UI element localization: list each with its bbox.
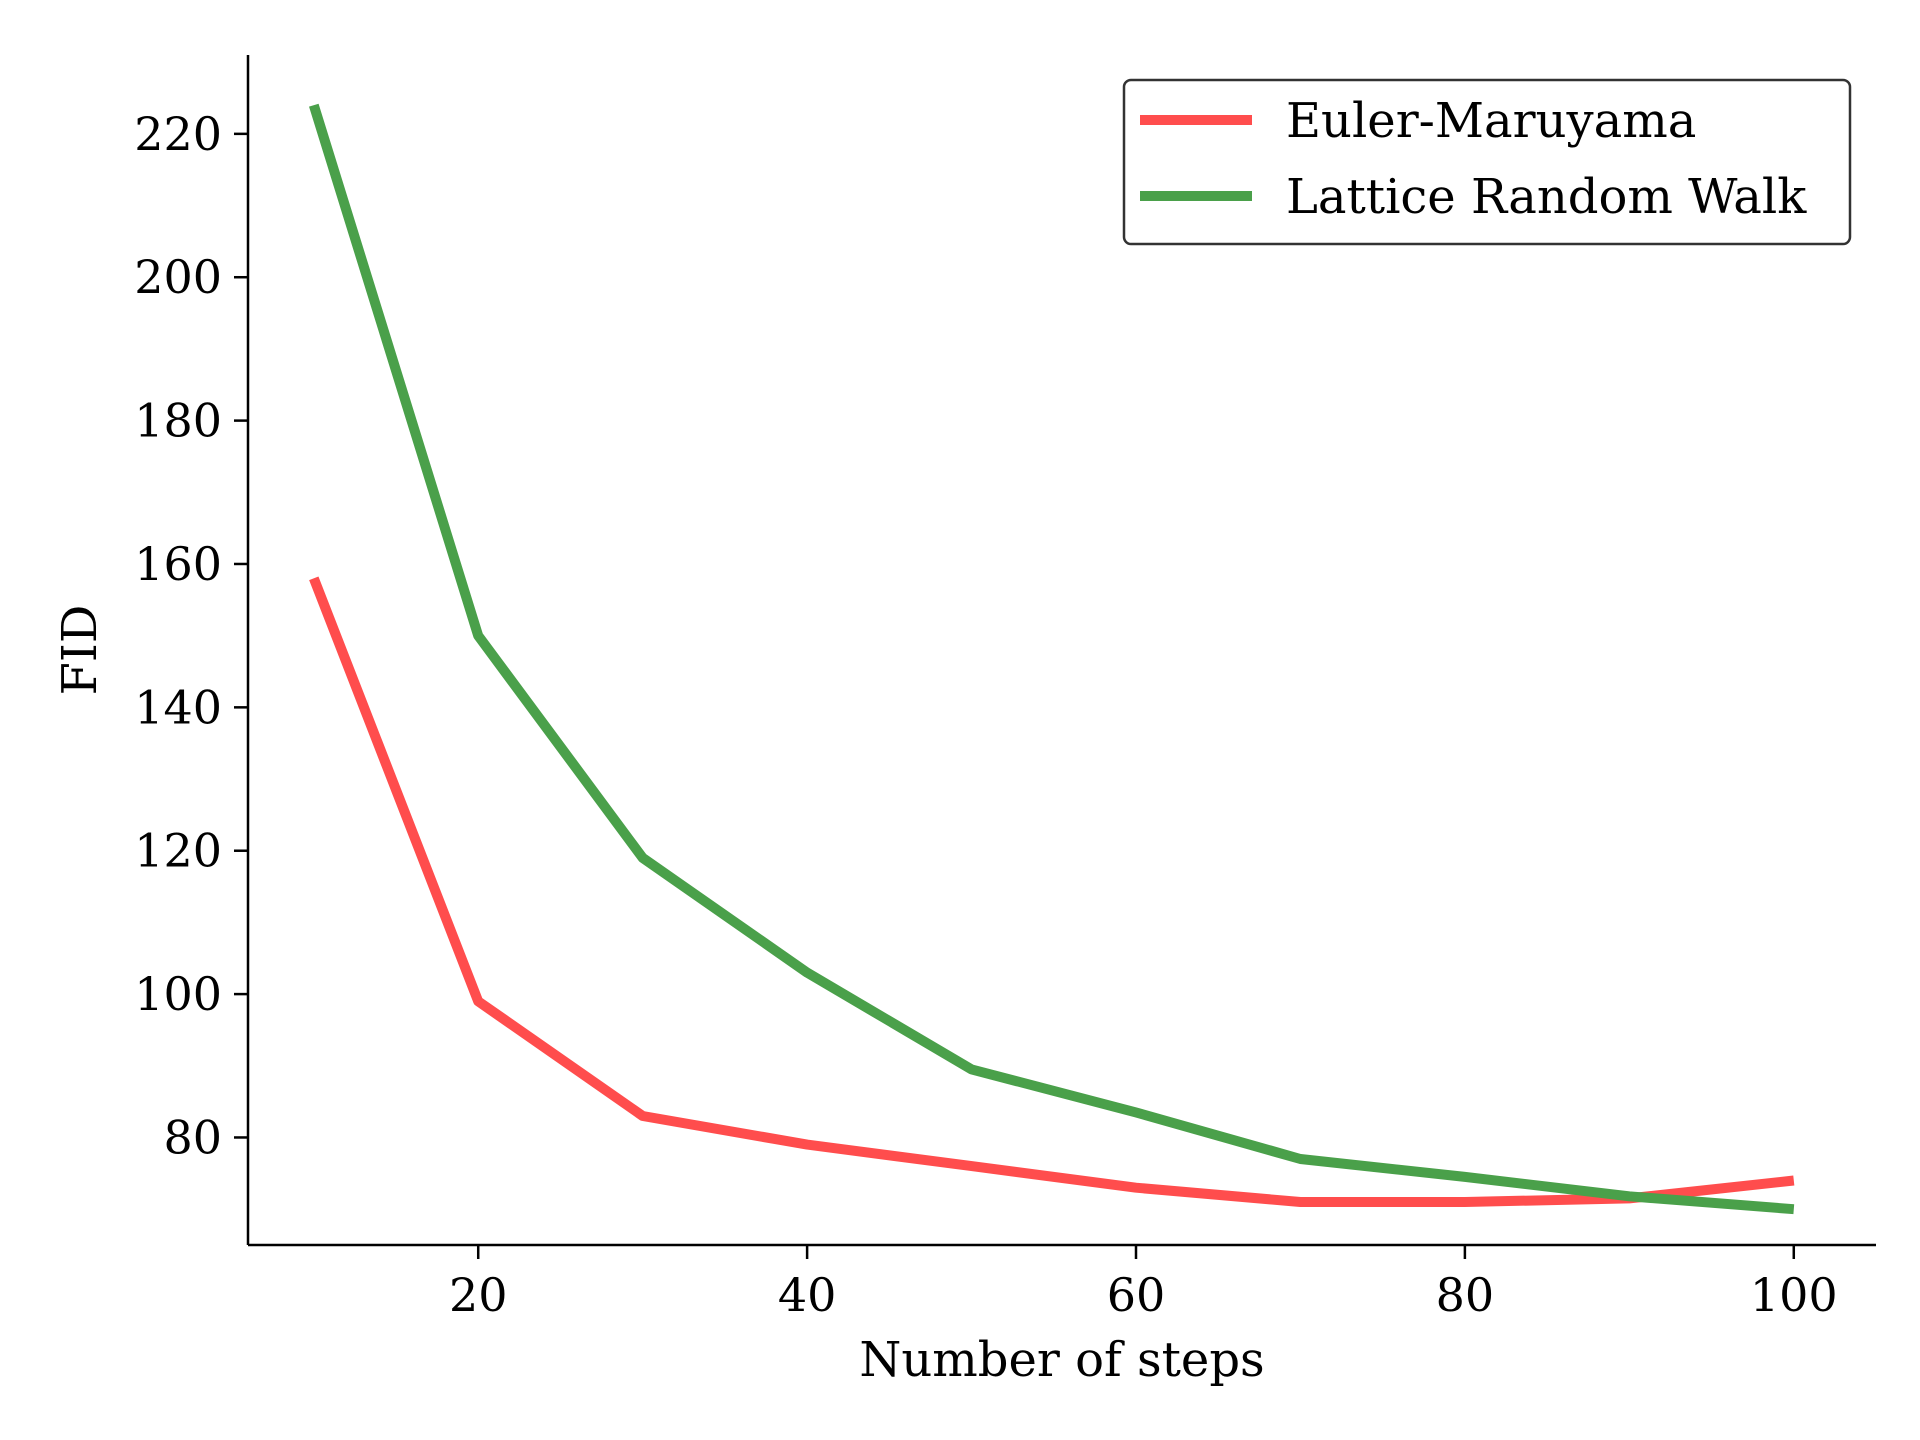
y-tick-label-100: 100 [134, 967, 222, 1021]
y-tick-label-140: 140 [134, 680, 222, 734]
x-tick-label-100: 100 [1750, 1268, 1838, 1322]
y-tick-label-160: 160 [134, 537, 222, 591]
series-line-lattice-random-walk [309, 103, 1795, 1215]
series-line-euler-maruyama [309, 576, 1795, 1207]
x-tick-label-20: 20 [449, 1268, 508, 1322]
y-tick-label-120: 120 [134, 824, 222, 878]
x-tick-label-60: 60 [1107, 1268, 1166, 1322]
plot-lines [309, 103, 1795, 1215]
axes [246, 55, 1876, 1247]
x-tick-label-80: 80 [1436, 1268, 1495, 1322]
y-axis-label: FID [52, 605, 108, 696]
y-tick-label-180: 180 [134, 394, 222, 448]
y-ticks: 80 100 120 140 160 180 200 220 [134, 107, 248, 1164]
x-axis-label: Number of steps [859, 1332, 1264, 1388]
legend-box [1122, 78, 1852, 246]
x-tick-label-40: 40 [778, 1268, 837, 1322]
y-tick-label-80: 80 [163, 1110, 222, 1164]
y-tick-label-200: 200 [134, 250, 222, 304]
legend-label-lattice-random-walk: Lattice Random Walk [1286, 169, 1807, 225]
legend-label-euler-maruyama: Euler-Maruyama [1286, 93, 1696, 149]
x-ticks: 20 40 60 80 100 [449, 1245, 1838, 1322]
legend: Euler-Maruyama Lattice Random Walk [1122, 78, 1852, 246]
y-tick-label-220: 220 [134, 107, 222, 161]
